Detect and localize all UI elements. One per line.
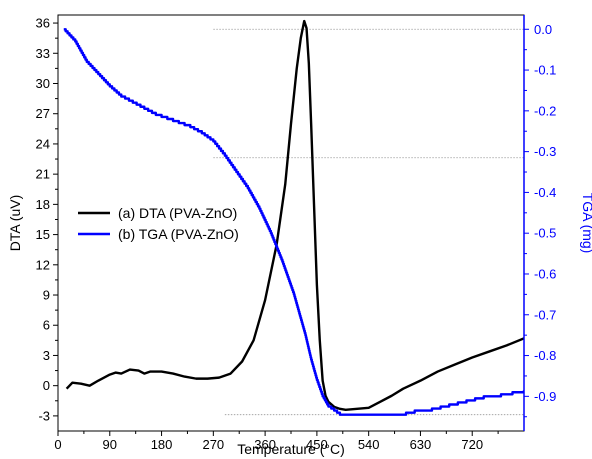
x-tick-label: 90 <box>103 437 117 452</box>
y2-tick-label: -0.2 <box>534 103 556 118</box>
legend: (a) DTA (PVA-ZnO) (b) TGA (PVA-ZnO) <box>78 205 239 242</box>
y2-tick-label: 0.0 <box>534 22 552 37</box>
y1-tick-label: 18 <box>36 197 50 212</box>
y2-tick-label: -0.6 <box>534 266 556 281</box>
y1-tick-label: 15 <box>36 227 50 242</box>
y2-tick-label: -0.5 <box>534 226 556 241</box>
x-axis-label: Temperature (°C) <box>237 441 345 457</box>
x-tick-label: 720 <box>461 437 483 452</box>
left-y-axis-label: DTA (uV) <box>7 195 23 252</box>
legend-label: (b) TGA (PVA-ZnO) <box>118 226 239 242</box>
right-y-axis-label: TGA (mg) <box>580 193 592 254</box>
y1-tick-label: 3 <box>43 348 50 363</box>
legend-label: (a) DTA (PVA-ZnO) <box>118 205 237 221</box>
right-y-axis: 0.0 -0.1 -0.2 -0.3 -0.4 -0.5 -0.6 -0.7 -0.8 -0.9 <box>523 15 556 431</box>
y1-tick-label: -3 <box>38 408 50 423</box>
y1-tick-label: 6 <box>43 318 50 333</box>
x-tick-label: 450 <box>306 437 328 452</box>
x-axis: 0 90 180 270 360 450 540 630 720 <box>54 431 499 452</box>
series-line <box>65 19 524 412</box>
y2-tick-label: -0.3 <box>534 144 556 159</box>
y1-tick-label: 24 <box>36 136 50 151</box>
y1-tick-label: 0 <box>43 378 50 393</box>
series-layer <box>63 19 524 416</box>
y2-tick-label: -0.7 <box>534 307 556 322</box>
x-tick-label: 540 <box>358 437 380 452</box>
y1-tick-label: 9 <box>43 288 50 303</box>
series-line <box>63 28 524 416</box>
x-tick-label: 180 <box>151 437 173 452</box>
y1-tick-label: 36 <box>36 16 50 31</box>
y2-tick-label: -0.9 <box>534 389 556 404</box>
y2-tick-label: -0.4 <box>534 185 556 200</box>
reference-lines <box>213 28 524 416</box>
y1-tick-label: 12 <box>36 257 50 272</box>
x-tick-label: 360 <box>254 437 276 452</box>
y1-tick-label: 30 <box>36 76 50 91</box>
y1-tick-label: 33 <box>36 46 50 61</box>
y1-tick-label: 21 <box>36 167 50 182</box>
y2-tick-label: -0.8 <box>534 348 556 363</box>
x-tick-label: 630 <box>410 437 432 452</box>
y1-tick-label: 27 <box>36 106 50 121</box>
x-tick-label: 0 <box>54 437 61 452</box>
x-tick-label: 270 <box>202 437 224 452</box>
y2-tick-label: -0.1 <box>534 63 556 78</box>
